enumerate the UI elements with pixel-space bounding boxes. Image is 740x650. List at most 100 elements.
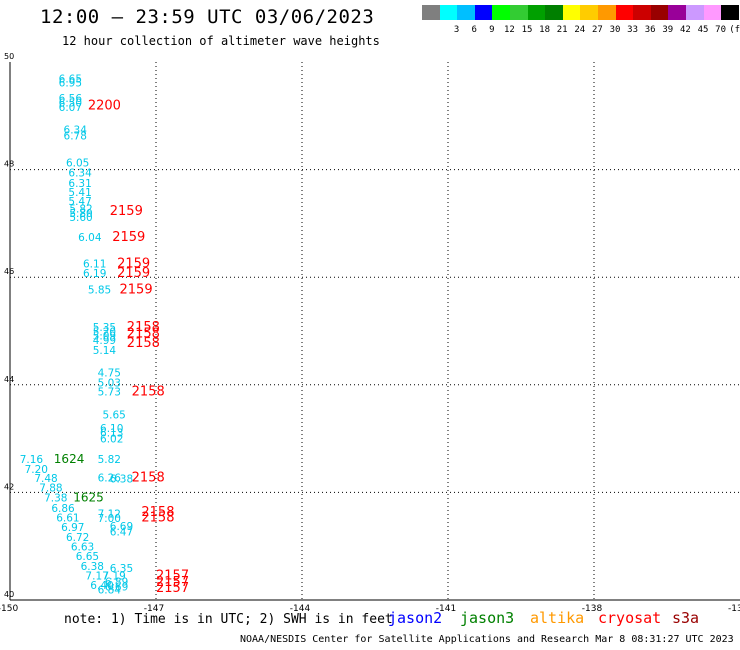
x-tick-label: -147 — [144, 604, 164, 614]
wave-height-label: 5.80 — [69, 208, 92, 220]
wave-height-label: 6.72 — [66, 532, 89, 544]
wave-height-label: 7.16 — [20, 454, 44, 466]
time-label: 1624 — [54, 452, 85, 466]
legend-swatch — [439, 5, 458, 20]
time-label: 2159 — [120, 282, 153, 297]
y-tick-label: 46 — [4, 267, 14, 276]
legend-label: 36 — [644, 25, 656, 35]
wave-height-label: 6.84 — [98, 585, 122, 597]
wave-height-label: 7.88 — [39, 482, 62, 494]
wave-height-label: 6.69 — [110, 521, 133, 533]
y-tick-label: 48 — [4, 160, 14, 169]
time-label: 2158 — [132, 471, 165, 486]
legend-swatch — [422, 5, 440, 20]
wave-height-label: 6.34 — [64, 125, 88, 137]
wave-height-label: 6.65 — [59, 73, 82, 85]
wave-height-label: 6.47 — [110, 526, 133, 538]
page-subtitle: 12 hour collection of altimeter wave hei… — [62, 34, 380, 48]
time-label: 2158 — [132, 385, 165, 400]
wave-height-label: 6.31 — [68, 178, 91, 190]
legend-swatch — [615, 5, 634, 20]
wave-height-label: 5.47 — [68, 196, 91, 208]
legend-swatch — [527, 5, 546, 20]
wave-height-label: 6.05 — [66, 157, 89, 169]
wave-height-label: 7.20 — [25, 464, 48, 476]
legend-swatch — [457, 5, 476, 20]
legend-label: 6 — [471, 25, 477, 35]
legend-swatch — [562, 5, 581, 20]
legend-swatch — [474, 5, 493, 20]
wave-height-label: 5.14 — [93, 345, 117, 357]
wave-height-label: 6.86 — [51, 503, 75, 515]
wave-height-label: 5.82 — [98, 454, 121, 466]
time-label: 2159 — [110, 204, 143, 219]
legend-label: (ft) — [729, 25, 740, 35]
legend-swatch — [703, 5, 722, 20]
wave-height-label: 7.38 — [44, 493, 67, 505]
wave-height-label: 6.61 — [56, 512, 79, 524]
wave-height-label: 5.73 — [98, 387, 121, 399]
wave-height-label: 5.09 — [93, 331, 116, 343]
time-label: 2158 — [141, 505, 174, 520]
wave-height-label: 6.50 — [59, 98, 82, 110]
legend-label: 27 — [591, 25, 603, 35]
wave-height-label: 6.65 — [76, 551, 99, 563]
time-label: 2157 — [156, 581, 189, 596]
legend-swatch — [633, 5, 652, 20]
legend-swatch — [650, 5, 669, 20]
legend-label: 18 — [539, 25, 551, 35]
wave-height-label: 6.38 — [81, 561, 104, 573]
wave-height-label: 7.12 — [98, 509, 121, 521]
wave-height-label: 6.02 — [100, 433, 123, 445]
wave-height-label: 5.65 — [102, 410, 125, 422]
legend-label: 9 — [489, 25, 495, 35]
wave-height-label: 5.60 — [69, 212, 92, 224]
footer-note: note: 1) Time is in UTC; 2) SWH is in fe… — [64, 612, 393, 627]
legend-swatch — [545, 5, 564, 20]
wave-height-label: 7.19 — [102, 571, 125, 583]
x-tick-label: -138 — [582, 604, 603, 614]
x-tick-label: -150 — [0, 604, 18, 614]
legend-label: 70 — [715, 25, 727, 35]
time-label: 2158 — [127, 320, 160, 335]
wave-height-label: 6.07 — [59, 102, 82, 114]
legend-label: 24 — [574, 25, 586, 35]
legend-swatch — [580, 5, 599, 20]
legend-swatch — [686, 5, 704, 20]
legend-swatch — [598, 5, 616, 20]
page-title: 12:00 – 23:59 UTC 03/06/2023 — [40, 6, 375, 28]
x-tick-label: -13 — [728, 604, 740, 614]
time-label: 2159 — [117, 257, 150, 272]
satellite-label-altika: altika — [530, 609, 585, 627]
wave-height-label: 7.00 — [98, 513, 121, 525]
wave-height-label: 6.38 — [110, 474, 133, 486]
satellite-label-cryosat: cryosat — [598, 609, 662, 627]
wave-height-label: 5.35 — [93, 322, 116, 334]
time-label: 2200 — [88, 98, 121, 113]
wave-height-label: 6.40 — [90, 580, 113, 592]
wave-height-label: 6.35 — [110, 563, 133, 575]
satellite-label-s3a: s3a — [672, 609, 700, 627]
y-tick-label: 44 — [4, 375, 14, 384]
time-label: 2159 — [112, 230, 145, 245]
legend-label: 21 — [556, 25, 568, 35]
satellite-label-jason2: jason2 — [388, 609, 443, 627]
wave-height-label: 6.34 — [68, 168, 92, 180]
wave-height-label: 6.04 — [78, 232, 102, 244]
wave-height-label: 4.75 — [98, 368, 121, 380]
legend-swatch — [668, 5, 687, 20]
time-label: 2158 — [127, 326, 160, 341]
legend-label: 33 — [627, 25, 639, 35]
legend-label: 45 — [697, 25, 709, 35]
legend-label: 42 — [679, 25, 691, 35]
wave-height-label: 6.95 — [59, 78, 82, 90]
wave-height-label: 7.48 — [34, 473, 57, 485]
legend-label: 12 — [503, 25, 515, 35]
x-tick-label: -141 — [436, 604, 456, 614]
wave-height-label: 5.03 — [98, 377, 121, 389]
time-label: 2158 — [127, 336, 160, 351]
legend-label: 39 — [662, 25, 674, 35]
wave-height-label: 6.97 — [61, 522, 84, 534]
time-label: 1625 — [73, 491, 104, 505]
